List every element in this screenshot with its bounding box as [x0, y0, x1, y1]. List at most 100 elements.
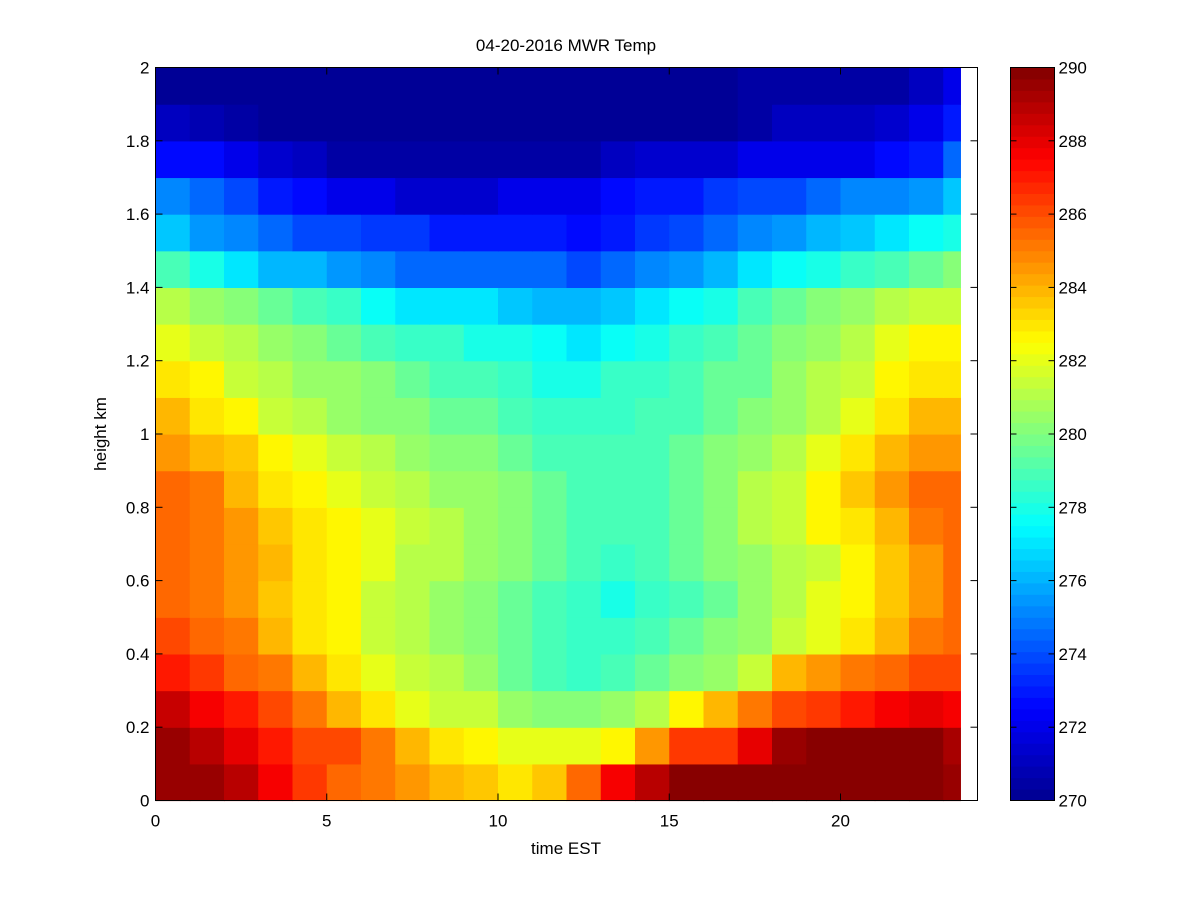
colorbar-swatch — [1010, 491, 1055, 504]
heatmap-cell — [909, 617, 944, 655]
heatmap-cell — [224, 727, 259, 765]
heatmap-cell — [943, 250, 961, 288]
heatmap-cell — [909, 140, 944, 179]
heatmap-cell — [874, 250, 910, 288]
heatmap-cell — [155, 104, 191, 142]
heatmap-cell — [498, 287, 533, 325]
heatmap-cell — [874, 177, 910, 215]
heatmap-cell — [669, 580, 705, 618]
heatmap-cell — [532, 324, 568, 362]
colorbar-swatch — [1010, 296, 1055, 309]
heatmap-cell — [532, 360, 568, 398]
heatmap-cell — [635, 177, 670, 215]
heatmap-cell — [909, 727, 944, 765]
colorbar-swatch — [1010, 159, 1055, 172]
heatmap-cell — [395, 617, 431, 655]
heatmap-cell — [429, 287, 465, 325]
heatmap-cell — [463, 434, 499, 472]
heatmap-cell — [429, 360, 465, 398]
heatmap-cell — [429, 653, 465, 692]
heatmap-cell — [669, 214, 705, 252]
heatmap-cell — [943, 67, 961, 105]
heatmap-cell — [909, 250, 944, 288]
colorbar-swatch — [1010, 262, 1055, 275]
heatmap-cell — [840, 177, 876, 215]
heatmap-cell — [326, 653, 362, 692]
heatmap-cell — [703, 214, 739, 252]
heatmap-cell — [292, 250, 328, 288]
heatmap-cell — [258, 580, 294, 618]
heatmap-cell — [874, 727, 910, 765]
heatmap-cell — [361, 140, 396, 179]
heatmap-cell — [909, 360, 944, 398]
heatmap-cell — [155, 214, 191, 252]
heatmap-cell — [429, 140, 465, 179]
y-tick-label: 0.4 — [126, 645, 150, 664]
heatmap-cell — [463, 104, 499, 142]
heatmap-cell — [395, 360, 431, 398]
colorbar-swatch — [1010, 559, 1055, 572]
heatmap-cell — [874, 690, 910, 728]
heatmap-cell — [292, 470, 328, 508]
heatmap-cell — [566, 580, 602, 618]
heatmap-cell — [498, 763, 533, 802]
colorbar-swatch — [1010, 777, 1055, 790]
heatmap-cell — [258, 690, 294, 728]
heatmap-cell — [635, 690, 670, 728]
heatmap-cell — [566, 140, 602, 179]
heatmap-cell — [943, 104, 961, 142]
heatmap-cell — [669, 177, 705, 215]
heatmap-cell — [566, 104, 602, 142]
heatmap-cell — [155, 653, 191, 692]
heatmap-cell — [943, 287, 961, 325]
heatmap-cell — [155, 140, 191, 179]
heatmap-cell — [772, 507, 807, 545]
heatmap-cell — [498, 690, 533, 728]
heatmap-cell — [155, 507, 191, 545]
heatmap-cell — [635, 543, 670, 582]
heatmap-cell — [361, 543, 396, 582]
heatmap-cell — [326, 763, 362, 802]
heatmap-cell — [361, 287, 396, 325]
heatmap-cell — [292, 360, 328, 398]
heatmap-cell — [498, 434, 533, 472]
colorbar-swatch — [1010, 651, 1055, 664]
heatmap-cell — [258, 397, 294, 435]
heatmap-cell — [395, 580, 431, 618]
heatmap-cell — [292, 67, 328, 105]
heatmap-cell — [532, 177, 568, 215]
heatmap-cell — [429, 690, 465, 728]
heatmap-cell — [498, 140, 533, 179]
colorbar-swatch — [1010, 285, 1055, 298]
heatmap-cell — [909, 214, 944, 252]
colorbar-tick-label: 274 — [1059, 645, 1087, 664]
heatmap-cell — [395, 690, 431, 728]
heatmap-cell — [155, 324, 191, 362]
heatmap-cell — [806, 653, 842, 692]
heatmap-cell — [224, 690, 259, 728]
heatmap-cell — [361, 580, 396, 618]
heatmap-cell — [498, 470, 533, 508]
heatmap-cell — [566, 214, 602, 252]
heatmap-cell — [292, 690, 328, 728]
heatmap-cell — [189, 214, 225, 252]
heatmap-cell — [292, 507, 328, 545]
heatmap-cell — [669, 763, 705, 802]
heatmap-cell — [943, 177, 961, 215]
heatmap-cell — [429, 617, 465, 655]
heatmap-cell — [429, 104, 465, 142]
heatmap-cell — [463, 580, 499, 618]
heatmap-cell — [532, 653, 568, 692]
heatmap-cell — [772, 580, 807, 618]
heatmap-cell — [155, 67, 191, 105]
heatmap-cell — [737, 543, 773, 582]
heatmap-cell — [806, 324, 842, 362]
heatmap-cell — [155, 617, 191, 655]
heatmap-cell — [600, 397, 636, 435]
heatmap-cell — [429, 507, 465, 545]
heatmap-cell — [669, 690, 705, 728]
heatmap-cell — [943, 580, 961, 618]
heatmap-cell — [703, 250, 739, 288]
heatmap-cell — [737, 177, 773, 215]
colorbar-swatch — [1010, 468, 1055, 481]
